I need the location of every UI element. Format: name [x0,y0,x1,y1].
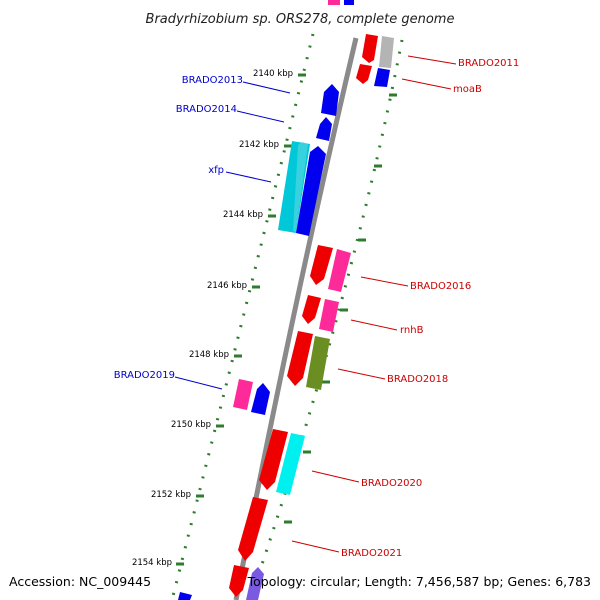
gene-xfp-shade [293,142,308,232]
label-brado2020: BRADO2020 [361,478,422,489]
tick-group-2144: 2144 kbp [223,210,276,220]
label-brado2016: BRADO2016 [410,281,471,292]
label-leader-line [291,540,340,553]
gene-brado2014 [316,117,332,141]
tick-group-2146: 2146 kbp [207,281,260,291]
tick-group-2150: 2150 kbp [171,420,224,430]
tick-label: 2142 kbp [239,140,279,150]
label-leader-line [360,276,409,287]
gene-moab [374,68,390,87]
label-xfp: xfp [208,165,224,176]
gene-feature [302,295,321,324]
tick-label: 2146 kbp [207,281,247,291]
label-brado2014: BRADO2014 [176,104,237,115]
genome-summary-text: Topology: circular; Length: 7,456,587 bp… [247,574,591,589]
gene-brado2021 [238,497,268,561]
label-brado2013: BRADO2013 [182,75,243,86]
tick-label: 2144 kbp [223,210,263,220]
gene-feature [287,331,313,386]
tick-label: 2148 kbp [189,350,229,360]
gene-brado2011-left [362,34,378,63]
label-moab: moaB [453,84,482,95]
label-leader-line [242,81,291,94]
label-leader-line [174,376,223,390]
tick-label: 2154 kbp [132,558,172,568]
gene-brado2020 [276,433,305,495]
label-brado2011: BRADO2011 [458,58,519,69]
label-leader-line [350,319,398,331]
tick-group-2154: 2154 kbp [132,558,184,568]
forward-label-group: BRADO2013 BRADO2014 xfp BRADO2019 [114,75,291,390]
gene-feature [233,379,253,410]
label-rnhb: rnhB [400,325,424,336]
label-leader-line [407,55,457,65]
label-leader-line [236,110,285,123]
right-tick-rail [248,39,404,600]
gene-feature [259,429,288,490]
gene-brado2013 [321,84,339,116]
label-brado2019: BRADO2019 [114,370,175,381]
label-leader-line [337,368,386,380]
gene-brado2016 [328,249,351,292]
label-leader-line [225,171,272,183]
right-minor-ticks [284,93,397,524]
label-leader-line [311,470,360,483]
tick-group-2148: 2148 kbp [189,350,242,360]
gene-feature [328,0,340,5]
gene-feature [344,0,354,5]
gene-feature [310,245,333,285]
tick-label: 2150 kbp [171,420,211,430]
gene-brado2011 [379,36,394,68]
gene-feature [296,146,326,236]
reverse-label-group: BRADO2011 moaB BRADO2016 rnhB BRADO2018 … [291,55,519,559]
gene-feature [229,565,249,597]
gene-feature [356,64,372,84]
label-brado2018: BRADO2018 [387,374,448,385]
label-leader-line [401,78,452,90]
tick-group-2142: 2142 kbp [239,140,292,150]
tick-label: 2140 kbp [253,69,293,79]
gene-rnhb [319,299,339,332]
gene-brado2019 [251,383,270,415]
tick-group-2140: 2140 kbp [253,69,306,79]
tick-group-2152: 2152 kbp [151,490,204,500]
label-brado2021: BRADO2021 [341,548,402,559]
tick-label: 2152 kbp [151,490,191,500]
gene-feature [178,592,192,600]
gene-brado2018 [306,336,330,390]
gene-features [178,0,394,600]
gene-feature [246,567,264,600]
map-title: Bradyrhizobium sp. ORS278, complete geno… [146,12,455,27]
accession-text: Accession: NC_009445 [9,574,151,589]
